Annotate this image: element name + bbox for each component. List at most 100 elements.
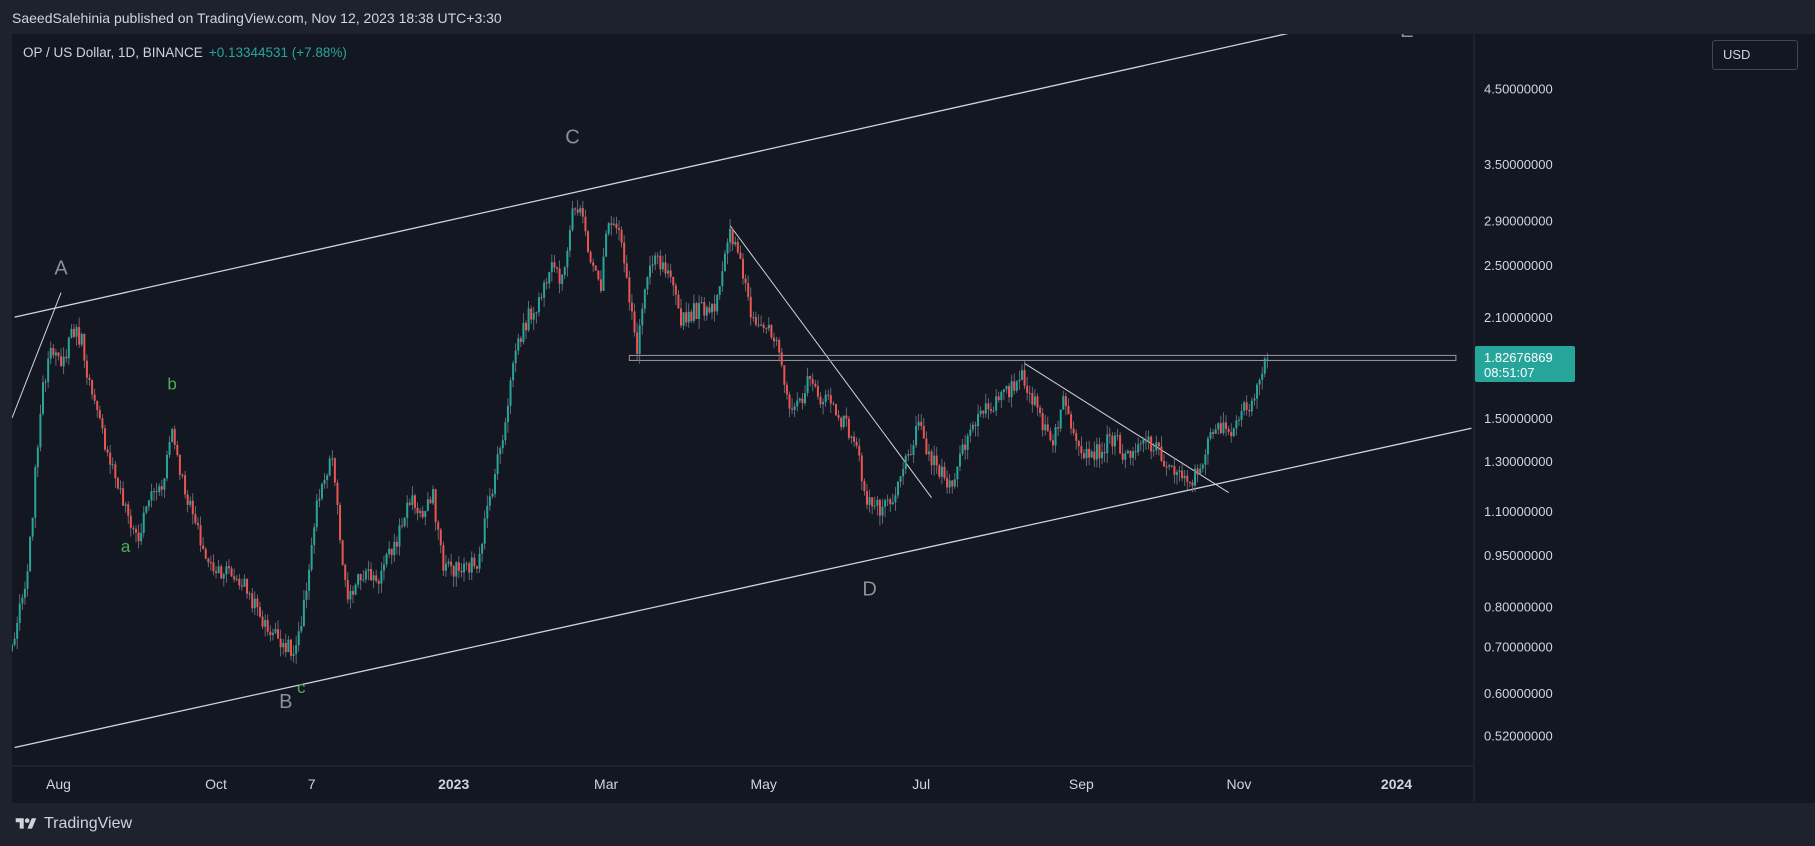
candle-down[interactable] (269, 631, 272, 636)
candle-up[interactable] (969, 429, 972, 436)
candle-down[interactable] (855, 441, 858, 446)
candle-down[interactable] (116, 478, 119, 489)
candle-down[interactable] (101, 418, 104, 429)
candle-up[interactable] (171, 429, 174, 442)
candle-up[interactable] (661, 262, 664, 270)
candle-up[interactable] (67, 337, 70, 359)
candle-down[interactable] (1026, 385, 1029, 393)
candle-down[interactable] (744, 278, 747, 284)
candle-down[interactable] (749, 296, 752, 318)
candle-down[interactable] (630, 302, 633, 312)
candle-down[interactable] (1064, 396, 1067, 407)
candle-down[interactable] (809, 376, 812, 380)
candle-down[interactable] (196, 522, 199, 526)
candle-down[interactable] (1157, 442, 1160, 447)
candle-up[interactable] (1266, 358, 1269, 360)
candle-up[interactable] (984, 403, 987, 414)
candle-up[interactable] (483, 518, 486, 544)
candle-up[interactable] (388, 548, 391, 555)
candle-up[interactable] (1206, 438, 1209, 455)
candle-up[interactable] (315, 500, 318, 528)
candle-up[interactable] (326, 475, 329, 480)
candle-up[interactable] (403, 517, 406, 526)
candle-up[interactable] (501, 440, 504, 449)
candle-up[interactable] (1199, 468, 1202, 475)
candle-up[interactable] (168, 441, 171, 455)
candle-up[interactable] (481, 543, 484, 554)
candle-up[interactable] (667, 270, 670, 274)
candle-down[interactable] (672, 277, 675, 286)
candle-down[interactable] (395, 541, 398, 547)
candle-down[interactable] (413, 495, 416, 508)
candle-down[interactable] (860, 455, 863, 482)
candle-down[interactable] (204, 549, 207, 559)
candle-down[interactable] (625, 263, 628, 278)
candle-down[interactable] (109, 452, 112, 465)
candle-up[interactable] (1132, 451, 1135, 458)
candle-down[interactable] (656, 255, 659, 257)
candle-up[interactable] (23, 588, 26, 598)
candle-down[interactable] (1186, 475, 1189, 482)
candle-up[interactable] (512, 363, 515, 381)
candle-down[interactable] (827, 394, 830, 396)
candle-up[interactable] (948, 480, 951, 488)
candle-down[interactable] (83, 333, 86, 361)
candle-up[interactable] (1194, 468, 1197, 486)
candle-down[interactable] (708, 307, 711, 313)
candle-down[interactable] (238, 578, 241, 586)
candle-up[interactable] (532, 313, 535, 320)
candle-down[interactable] (341, 540, 344, 565)
channel-lower-line[interactable] (14, 427, 1472, 749)
candle-up[interactable] (26, 571, 29, 589)
candle-up[interactable] (527, 308, 530, 331)
candle-down[interactable] (279, 638, 282, 648)
candle-up[interactable] (432, 489, 435, 504)
candle-down[interactable] (832, 403, 835, 405)
candle-up[interactable] (956, 466, 959, 480)
candle-up[interactable] (295, 645, 298, 654)
candle-down[interactable] (742, 258, 744, 279)
candle-down[interactable] (530, 308, 533, 320)
candle-up[interactable] (302, 599, 305, 626)
candle-down[interactable] (889, 499, 892, 505)
candle-up[interactable] (1020, 370, 1023, 380)
candle-up[interactable] (705, 307, 708, 316)
candle-down[interactable] (1134, 451, 1137, 453)
candle-up[interactable] (602, 256, 605, 291)
candle-down[interactable] (209, 562, 212, 564)
candle-down[interactable] (760, 324, 763, 326)
candle-up[interactable] (1263, 358, 1266, 374)
candle-up[interactable] (979, 410, 982, 415)
candle-up[interactable] (654, 255, 657, 265)
candle-up[interactable] (566, 250, 569, 268)
candle-down[interactable] (615, 223, 618, 229)
candle-down[interactable] (834, 404, 837, 416)
candle-up[interactable] (147, 500, 150, 507)
candle-up[interactable] (933, 455, 936, 466)
candle-down[interactable] (788, 394, 791, 409)
candle-down[interactable] (623, 242, 626, 264)
candle-down[interactable] (829, 395, 832, 404)
candle-up[interactable] (850, 436, 853, 438)
candle-up[interactable] (822, 401, 825, 405)
candle-down[interactable] (65, 356, 68, 359)
plot-area[interactable]: A B C D Ea b c (11, 0, 1472, 749)
candle-up[interactable] (367, 568, 370, 571)
candle-down[interactable] (421, 510, 424, 518)
candle-up[interactable] (992, 410, 995, 412)
candle-up[interactable] (310, 545, 313, 570)
candle-up[interactable] (382, 564, 385, 571)
candle-up[interactable] (1000, 391, 1003, 401)
candle-up[interactable] (1095, 444, 1098, 460)
candle-down[interactable] (72, 328, 75, 337)
candle-down[interactable] (339, 504, 342, 541)
candle-down[interactable] (576, 209, 579, 213)
candle-down[interactable] (599, 279, 602, 291)
candle-up[interactable] (496, 454, 499, 475)
candle-down[interactable] (858, 445, 861, 456)
candle-down[interactable] (610, 223, 613, 225)
candle-up[interactable] (29, 536, 32, 572)
candle-down[interactable] (778, 339, 781, 353)
candle-up[interactable] (47, 358, 50, 382)
candle-down[interactable] (816, 386, 819, 397)
